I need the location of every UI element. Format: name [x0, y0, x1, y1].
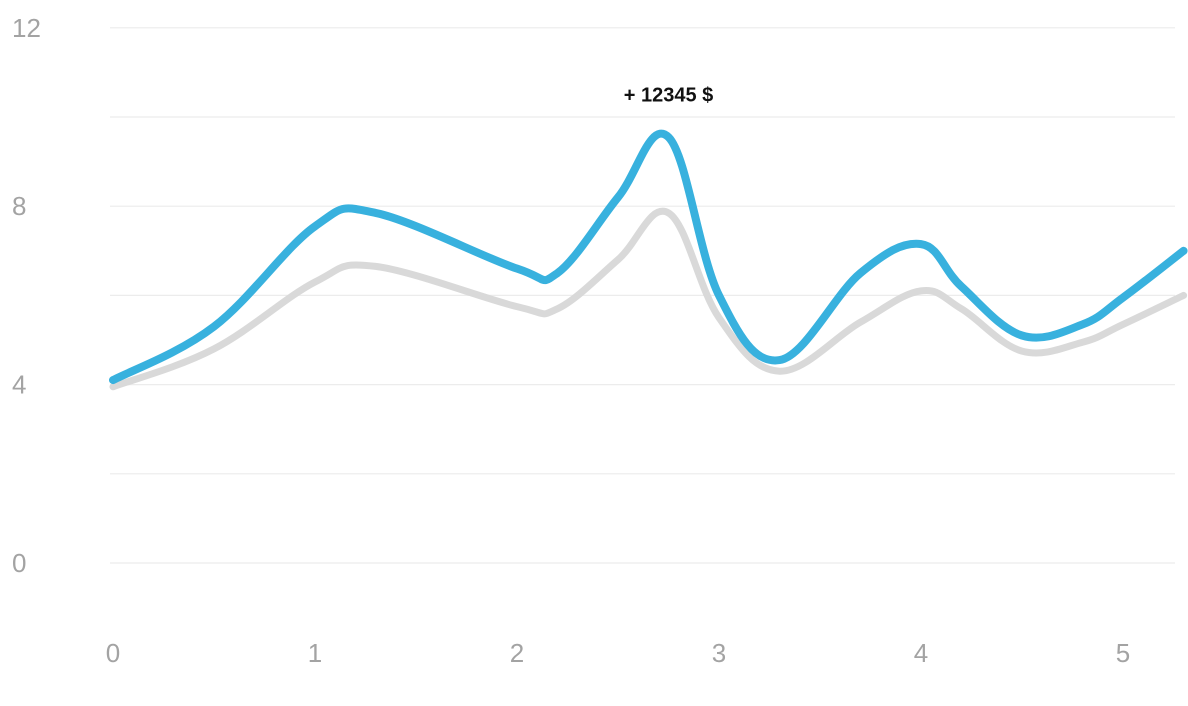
x-tick-label: 0: [106, 638, 120, 668]
x-tick-label: 3: [712, 638, 726, 668]
x-tick-label: 2: [510, 638, 524, 668]
annotations: + 12345 $: [603, 72, 734, 113]
series-line-1: [109, 207, 1188, 391]
series-group: [109, 129, 1188, 391]
annotation-background: [603, 72, 734, 113]
x-tick-label: 5: [1116, 638, 1130, 668]
y-axis: 0 4 8 12: [12, 13, 41, 578]
x-tick-label: 4: [914, 638, 928, 668]
series-line-2: [109, 129, 1188, 385]
x-tick-label: 1: [308, 638, 322, 668]
y-tick-label: 0: [12, 548, 26, 578]
x-axis: 0 1 2 3 4 5: [106, 638, 1130, 668]
y-tick-label: 4: [12, 370, 26, 400]
annotation-label: + 12345 $: [624, 85, 714, 107]
y-tick-label: 12: [12, 13, 41, 43]
y-tick-label: 8: [12, 191, 26, 221]
